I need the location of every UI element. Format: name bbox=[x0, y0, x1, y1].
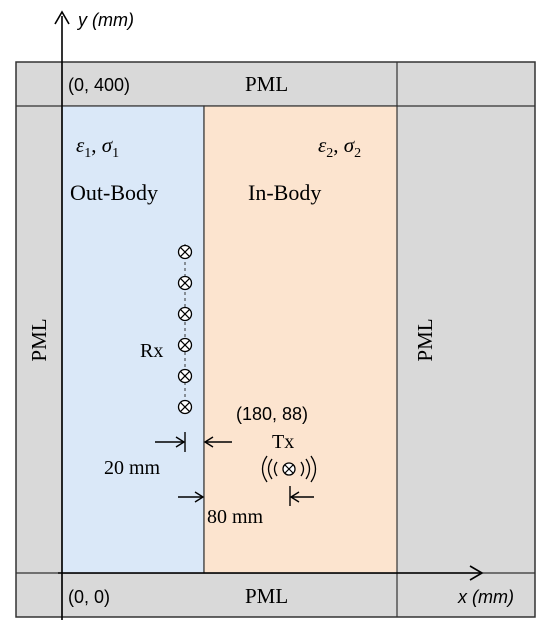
in-body-label: In-Body bbox=[248, 180, 321, 205]
in-body-params: ε2, σ2 bbox=[318, 133, 361, 161]
pml-label-right: PML bbox=[413, 318, 437, 361]
tx-label: Tx bbox=[272, 431, 294, 453]
out-body-label: Out-Body bbox=[70, 180, 158, 205]
rx-label: Rx bbox=[140, 340, 163, 362]
rx-antenna-marker bbox=[177, 399, 193, 415]
rx-antenna-marker bbox=[177, 244, 193, 260]
rx-antenna-marker bbox=[177, 306, 193, 322]
params-sep-2: , bbox=[333, 133, 344, 157]
y-axis-arrowhead bbox=[54, 10, 70, 25]
coord-top-left: (0, 400) bbox=[68, 75, 130, 95]
epsilon-symbol-2: ε bbox=[318, 133, 327, 157]
dim-80mm-right-arrowhead bbox=[289, 491, 300, 503]
tx-wave-right-icon bbox=[300, 455, 317, 483]
epsilon-symbol-1: ε bbox=[76, 133, 85, 157]
sigma-symbol-1: σ bbox=[102, 133, 114, 157]
rx-antenna-marker bbox=[177, 275, 193, 291]
dim-20mm-left-arrowhead bbox=[175, 436, 186, 448]
pml-label-top: PML bbox=[245, 72, 288, 96]
pml-label-left: PML bbox=[27, 318, 51, 361]
dim-20mm-label: 20 mm bbox=[104, 457, 161, 479]
tx-wave-left-icon bbox=[261, 455, 278, 483]
in-body-region bbox=[203, 105, 398, 574]
dim-80mm-left-arrowhead bbox=[194, 491, 205, 503]
params-sep-1: , bbox=[91, 133, 102, 157]
epsilon-sub-1: 1 bbox=[84, 146, 91, 161]
coord-tx: (180, 88) bbox=[236, 404, 308, 424]
x-axis-arrowhead bbox=[469, 565, 484, 581]
rx-antenna-marker bbox=[177, 337, 193, 353]
sigma-symbol-2: σ bbox=[344, 133, 356, 157]
dim-20mm-right-arrowhead bbox=[203, 436, 214, 448]
out-body-params: ε1, σ1 bbox=[76, 133, 119, 161]
pml-label-bottom: PML bbox=[245, 584, 288, 608]
sigma-sub-2: 2 bbox=[354, 146, 361, 161]
tx-antenna bbox=[261, 455, 317, 483]
x-axis-label: x (mm) bbox=[457, 587, 514, 607]
rx-antenna-marker bbox=[177, 368, 193, 384]
y-axis-label: y (mm) bbox=[76, 10, 134, 30]
rx-antenna-array bbox=[177, 244, 193, 415]
coord-origin: (0, 0) bbox=[68, 587, 110, 607]
epsilon-sub-2: 2 bbox=[326, 146, 333, 161]
dim-80mm-label: 80 mm bbox=[207, 506, 264, 528]
sigma-sub-1: 1 bbox=[112, 146, 119, 161]
